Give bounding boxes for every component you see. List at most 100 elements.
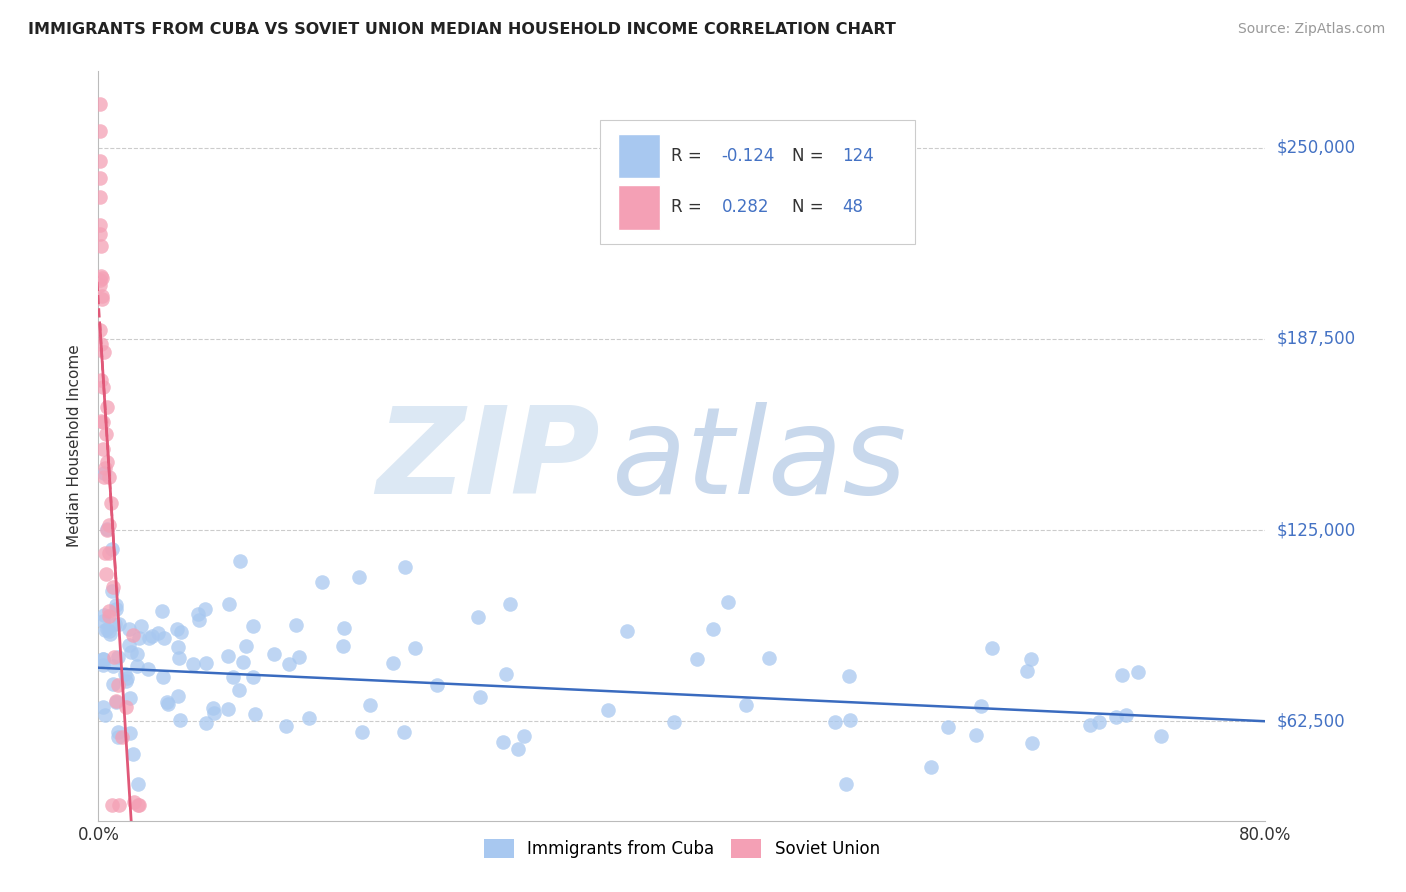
Point xyxy=(127,777,149,791)
Point xyxy=(91,292,114,306)
Point xyxy=(136,662,159,676)
Point xyxy=(89,154,111,169)
Point xyxy=(970,698,993,713)
Point xyxy=(93,608,115,623)
Point xyxy=(1115,708,1137,723)
Point xyxy=(90,336,112,351)
Point xyxy=(141,629,163,643)
Point xyxy=(156,695,179,709)
Point xyxy=(96,523,118,537)
Point xyxy=(89,124,111,138)
Point xyxy=(128,798,150,813)
Point xyxy=(100,495,122,509)
Point xyxy=(111,730,134,744)
Point xyxy=(115,674,138,689)
Text: ZIP: ZIP xyxy=(377,402,600,519)
Point xyxy=(138,631,160,645)
Point xyxy=(91,380,114,394)
Point xyxy=(359,698,381,713)
Point xyxy=(835,777,858,791)
Point xyxy=(1021,736,1043,750)
Point xyxy=(156,697,179,711)
Point xyxy=(89,190,111,204)
Point xyxy=(243,707,266,722)
Point xyxy=(105,694,128,708)
Point xyxy=(94,707,117,722)
Point xyxy=(332,639,354,653)
Point xyxy=(1150,730,1173,744)
Point xyxy=(98,469,121,483)
Point xyxy=(94,566,117,581)
Y-axis label: Median Household Income: Median Household Income xyxy=(67,344,83,548)
Point xyxy=(664,714,686,729)
Point xyxy=(96,622,118,636)
Point xyxy=(758,650,780,665)
Text: 0.282: 0.282 xyxy=(721,198,769,217)
Point xyxy=(187,607,209,622)
Point xyxy=(1017,664,1039,678)
Point xyxy=(382,657,405,671)
Point xyxy=(89,170,111,185)
Point xyxy=(1126,665,1149,679)
Point xyxy=(98,608,121,623)
FancyBboxPatch shape xyxy=(600,120,915,244)
Point xyxy=(195,716,218,731)
Point xyxy=(734,698,756,713)
Point xyxy=(242,670,264,684)
Point xyxy=(495,667,517,681)
Point xyxy=(598,703,620,717)
Point xyxy=(120,725,142,739)
Point xyxy=(920,760,942,774)
Point xyxy=(287,650,309,665)
Point xyxy=(1105,709,1128,723)
Point xyxy=(1111,668,1133,682)
Text: 48: 48 xyxy=(842,198,863,217)
Point xyxy=(127,658,149,673)
Point xyxy=(394,560,416,574)
Point xyxy=(89,97,111,112)
Point xyxy=(311,575,333,590)
Point xyxy=(121,747,143,761)
Point xyxy=(115,699,138,714)
Text: $62,500: $62,500 xyxy=(1277,712,1346,731)
Point xyxy=(838,669,860,683)
Text: $125,000: $125,000 xyxy=(1277,521,1355,539)
Point xyxy=(936,720,959,734)
Point xyxy=(981,640,1004,655)
Point xyxy=(839,713,862,727)
Point xyxy=(188,613,211,627)
Point xyxy=(94,546,117,560)
Point xyxy=(467,609,489,624)
Point xyxy=(824,714,846,729)
Point xyxy=(228,682,250,697)
Point xyxy=(499,597,522,611)
Point xyxy=(103,658,125,673)
Point xyxy=(89,322,111,336)
Point xyxy=(98,624,121,638)
Point xyxy=(91,652,114,666)
Point xyxy=(107,725,129,739)
Point xyxy=(90,288,112,302)
Point xyxy=(91,658,114,673)
Point xyxy=(117,671,139,685)
Point xyxy=(201,701,224,715)
Point xyxy=(122,628,145,642)
Text: -0.124: -0.124 xyxy=(721,147,775,165)
Point xyxy=(277,657,299,672)
Point xyxy=(118,638,141,652)
Point xyxy=(217,702,239,716)
Text: $187,500: $187,500 xyxy=(1277,330,1355,348)
Point xyxy=(702,623,724,637)
Legend: Immigrants from Cuba, Soviet Union: Immigrants from Cuba, Soviet Union xyxy=(478,832,886,864)
Point xyxy=(235,639,257,653)
Point xyxy=(105,599,128,613)
Point xyxy=(194,602,217,616)
Point xyxy=(96,400,118,414)
Point xyxy=(284,618,307,632)
Point xyxy=(468,690,491,705)
Point xyxy=(96,427,118,442)
Point xyxy=(89,273,111,287)
Point xyxy=(347,570,370,584)
Point xyxy=(167,650,190,665)
Point xyxy=(97,517,120,532)
